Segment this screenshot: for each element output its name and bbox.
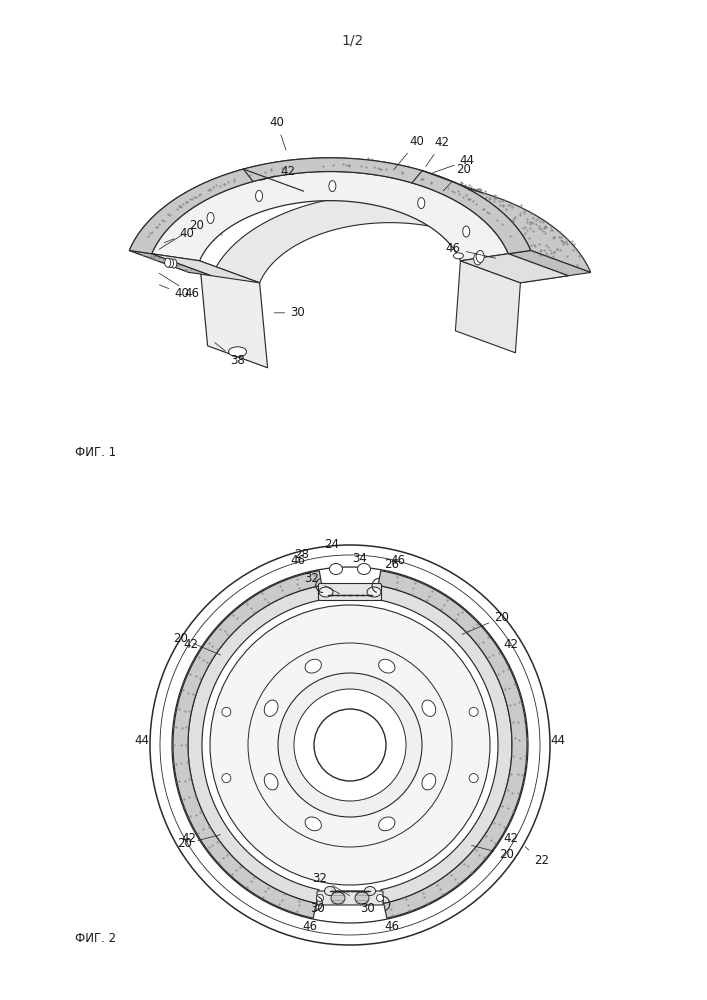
Text: 20: 20 xyxy=(462,611,509,634)
Ellipse shape xyxy=(207,212,214,223)
Text: 42: 42 xyxy=(183,639,198,652)
Polygon shape xyxy=(460,254,568,283)
Text: 20: 20 xyxy=(174,632,221,655)
Ellipse shape xyxy=(325,886,336,896)
Text: 42: 42 xyxy=(261,165,296,181)
Text: 22: 22 xyxy=(525,847,549,867)
Ellipse shape xyxy=(317,894,324,902)
Text: ФИГ. 1: ФИГ. 1 xyxy=(75,446,116,458)
Polygon shape xyxy=(188,585,325,903)
Ellipse shape xyxy=(329,181,336,192)
Text: 30: 30 xyxy=(274,306,305,319)
Text: 40: 40 xyxy=(269,116,286,150)
Text: 42: 42 xyxy=(426,136,450,166)
Polygon shape xyxy=(173,571,322,918)
Ellipse shape xyxy=(418,198,425,209)
Text: 20: 20 xyxy=(177,835,221,850)
Polygon shape xyxy=(378,571,527,918)
Polygon shape xyxy=(152,254,259,283)
Ellipse shape xyxy=(319,587,333,597)
Circle shape xyxy=(314,709,386,781)
Text: 42: 42 xyxy=(503,832,519,844)
Circle shape xyxy=(278,673,422,817)
Ellipse shape xyxy=(256,190,262,201)
FancyBboxPatch shape xyxy=(317,891,383,905)
Ellipse shape xyxy=(378,659,395,673)
Text: 46: 46 xyxy=(390,554,406,568)
Ellipse shape xyxy=(463,226,469,237)
Text: 46: 46 xyxy=(446,242,496,258)
Circle shape xyxy=(294,689,406,801)
Ellipse shape xyxy=(453,253,463,259)
FancyBboxPatch shape xyxy=(318,584,382,600)
Text: 46: 46 xyxy=(303,920,317,934)
Text: 28: 28 xyxy=(295,548,310,562)
Ellipse shape xyxy=(222,774,231,783)
Polygon shape xyxy=(211,194,568,283)
Ellipse shape xyxy=(476,250,484,262)
Text: 20: 20 xyxy=(443,163,471,191)
Ellipse shape xyxy=(422,700,436,716)
Text: 1/2: 1/2 xyxy=(342,33,364,47)
Ellipse shape xyxy=(165,258,170,267)
Ellipse shape xyxy=(367,587,381,597)
Polygon shape xyxy=(455,261,520,353)
Polygon shape xyxy=(129,158,531,254)
Ellipse shape xyxy=(469,774,478,783)
Text: 46: 46 xyxy=(159,273,199,300)
Ellipse shape xyxy=(264,774,278,790)
Text: 30: 30 xyxy=(310,902,325,916)
Text: 44: 44 xyxy=(134,734,149,746)
Text: 42: 42 xyxy=(181,832,197,844)
Ellipse shape xyxy=(474,253,481,265)
Text: 44: 44 xyxy=(551,734,566,746)
Polygon shape xyxy=(199,261,267,368)
Text: 32: 32 xyxy=(312,871,349,896)
Ellipse shape xyxy=(264,700,278,716)
Text: 40: 40 xyxy=(164,227,194,243)
Text: 30: 30 xyxy=(361,902,375,916)
Text: 40: 40 xyxy=(159,285,189,300)
Ellipse shape xyxy=(355,892,369,904)
Text: 34: 34 xyxy=(353,552,368,566)
Ellipse shape xyxy=(377,894,383,902)
Ellipse shape xyxy=(365,886,375,896)
Circle shape xyxy=(150,545,550,945)
Text: 20: 20 xyxy=(159,219,204,249)
Text: 40: 40 xyxy=(394,135,424,170)
Ellipse shape xyxy=(168,259,173,268)
Polygon shape xyxy=(129,250,211,276)
Ellipse shape xyxy=(305,817,322,831)
Polygon shape xyxy=(508,250,591,276)
Ellipse shape xyxy=(329,564,342,574)
Ellipse shape xyxy=(422,774,436,790)
Text: ФИГ. 2: ФИГ. 2 xyxy=(75,932,116,944)
Polygon shape xyxy=(129,158,591,272)
Text: 26: 26 xyxy=(385,558,399,572)
Ellipse shape xyxy=(171,259,177,268)
Ellipse shape xyxy=(469,707,478,716)
Ellipse shape xyxy=(228,347,247,357)
Text: 20: 20 xyxy=(472,845,514,861)
Text: 44: 44 xyxy=(433,154,474,173)
Ellipse shape xyxy=(331,892,345,904)
Polygon shape xyxy=(152,172,508,261)
Text: 32: 32 xyxy=(305,572,339,594)
Ellipse shape xyxy=(222,707,231,716)
Circle shape xyxy=(210,605,490,885)
Text: 46: 46 xyxy=(291,554,305,568)
Ellipse shape xyxy=(305,659,322,673)
Text: 46: 46 xyxy=(385,920,399,934)
Text: 38: 38 xyxy=(215,343,245,367)
Text: 24: 24 xyxy=(325,538,339,552)
Text: 42: 42 xyxy=(503,639,519,652)
Ellipse shape xyxy=(358,564,370,574)
Ellipse shape xyxy=(378,817,395,831)
Polygon shape xyxy=(375,585,512,903)
